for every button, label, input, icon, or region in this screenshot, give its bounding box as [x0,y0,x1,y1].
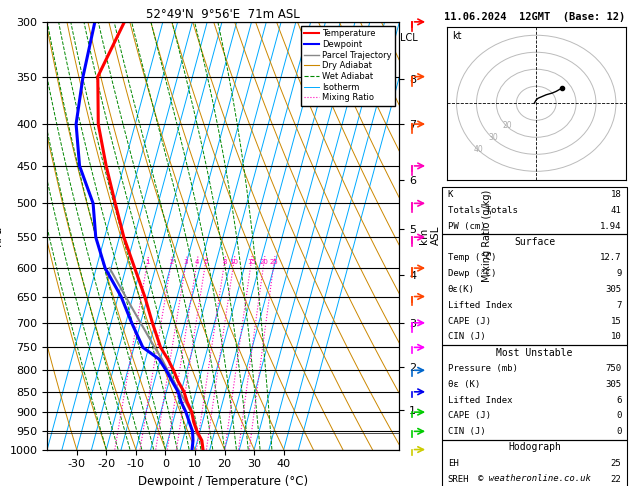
Bar [442,187,627,234]
Text: Dewp (°C): Dewp (°C) [448,269,496,278]
Text: K: K [448,190,454,199]
Bar [442,439,627,486]
Text: 2: 2 [169,259,174,265]
Text: © weatheronline.co.uk: © weatheronline.co.uk [478,474,591,483]
Text: 0: 0 [616,427,621,436]
Text: 9: 9 [616,269,621,278]
Text: 18: 18 [611,190,621,199]
Text: 4: 4 [195,259,199,265]
Text: CIN (J): CIN (J) [448,427,486,436]
Text: 15: 15 [247,259,255,265]
Text: 40: 40 [474,145,484,154]
Text: 11.06.2024  12GMT  (Base: 12): 11.06.2024 12GMT (Base: 12) [444,12,625,22]
Text: Temp (°C): Temp (°C) [448,253,496,262]
Text: 25: 25 [270,259,279,265]
Text: Hodograph: Hodograph [508,442,561,452]
Text: 20: 20 [260,259,269,265]
Text: CIN (J): CIN (J) [448,332,486,341]
Text: PW (cm): PW (cm) [448,222,486,231]
Text: 41: 41 [611,206,621,215]
Bar [442,345,627,439]
Text: 8: 8 [222,259,227,265]
X-axis label: Dewpoint / Temperature (°C): Dewpoint / Temperature (°C) [138,475,308,486]
Text: Totals Totals: Totals Totals [448,206,518,215]
Text: EH: EH [448,459,459,468]
Text: Surface: Surface [514,237,555,247]
Y-axis label: hPa: hPa [0,225,4,246]
Y-axis label: km
ASL: km ASL [419,226,441,245]
Title: 52°49'N  9°56'E  71m ASL: 52°49'N 9°56'E 71m ASL [147,8,300,21]
Text: θε(K): θε(K) [448,285,475,294]
Legend: Temperature, Dewpoint, Parcel Trajectory, Dry Adiabat, Wet Adiabat, Isotherm, Mi: Temperature, Dewpoint, Parcel Trajectory… [301,26,395,105]
Text: 750: 750 [605,364,621,373]
Text: LCL: LCL [400,33,418,43]
Text: 3: 3 [184,259,188,265]
Text: Most Unstable: Most Unstable [496,347,573,358]
Text: 10: 10 [230,259,238,265]
Text: Mixing Ratio (g/kg): Mixing Ratio (g/kg) [482,190,493,282]
Text: 25: 25 [611,459,621,468]
Text: Pressure (mb): Pressure (mb) [448,364,518,373]
Text: 305: 305 [605,380,621,389]
Text: 1: 1 [145,259,150,265]
Text: θε (K): θε (K) [448,380,480,389]
Text: 7: 7 [616,301,621,310]
Text: Lifted Index: Lifted Index [448,396,513,404]
Text: 20: 20 [503,121,513,130]
Text: CAPE (J): CAPE (J) [448,316,491,326]
Text: 6: 6 [616,396,621,404]
Text: 30: 30 [488,133,498,142]
Text: 1.94: 1.94 [600,222,621,231]
Text: kt: kt [452,31,462,41]
Text: 305: 305 [605,285,621,294]
Text: 15: 15 [611,316,621,326]
Text: CAPE (J): CAPE (J) [448,411,491,420]
Text: 10: 10 [611,332,621,341]
Bar [442,234,627,345]
Text: 0: 0 [616,411,621,420]
Text: SREH: SREH [448,474,469,484]
Text: 22: 22 [611,474,621,484]
Text: Lifted Index: Lifted Index [448,301,513,310]
Text: 5: 5 [203,259,208,265]
Text: 12.7: 12.7 [600,253,621,262]
